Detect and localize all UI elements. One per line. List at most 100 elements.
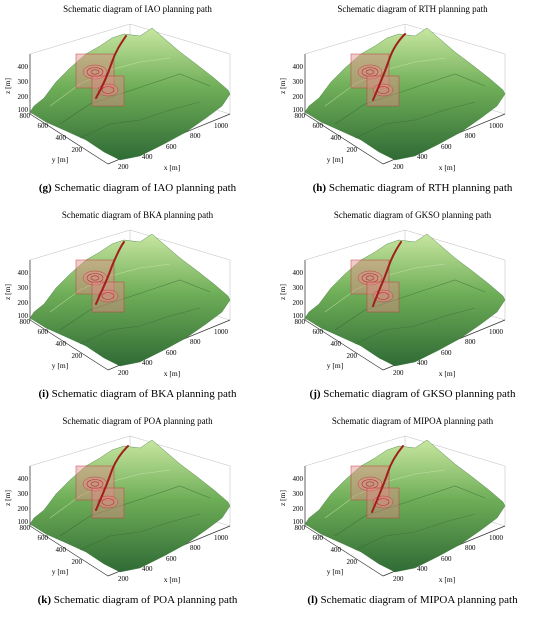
y-tick-label: 200 xyxy=(347,352,358,360)
z-tick-label: 100 xyxy=(293,106,304,114)
y-axis-label: y [m] xyxy=(52,361,68,370)
z-tick-label: 300 xyxy=(293,284,304,292)
z-axis-label: z [m] xyxy=(3,490,12,506)
x-tick-label: 400 xyxy=(142,565,153,573)
threat-zone-ring xyxy=(86,67,104,77)
z-tick-label: 100 xyxy=(18,106,29,114)
y-axis-line xyxy=(304,113,384,165)
planning-path xyxy=(95,35,127,99)
threat-zone-cylinder xyxy=(350,465,390,501)
planning-path xyxy=(371,445,404,513)
z-axis-label: z [m] xyxy=(3,78,12,94)
plot-title: Schematic diagram of GKSO planning path xyxy=(333,210,492,220)
y-axis-label: y [m] xyxy=(52,155,68,164)
caption-letter: (k) xyxy=(37,594,52,606)
z-tick-label: 400 xyxy=(293,269,304,277)
y-axis-label: y [m] xyxy=(52,567,68,576)
threat-zone-ring xyxy=(86,479,104,489)
x-tick-label: 600 xyxy=(441,555,452,563)
panel-iao: Schematic diagram of IAO planning path 1… xyxy=(0,0,275,206)
panel-mipoa: Schematic diagram of MIPOA planning path… xyxy=(275,412,550,618)
x-tick-label: 1000 xyxy=(214,534,229,542)
x-tick-label: 200 xyxy=(118,575,129,583)
planning-path xyxy=(95,445,129,511)
z-tick-label: 300 xyxy=(18,284,29,292)
terrain-ridge xyxy=(59,73,211,125)
x-tick-label: 600 xyxy=(441,349,452,357)
plot-title: Schematic diagram of RTH planning path xyxy=(337,4,488,14)
terrain-surface xyxy=(29,233,231,367)
y-tick-label: 400 xyxy=(331,546,342,554)
caption: (h) Schematic diagram of RTH planning pa… xyxy=(275,182,550,194)
x-axis-label: x [m] xyxy=(164,575,180,584)
x-tick-label: 1000 xyxy=(214,328,229,336)
terrain-ridge xyxy=(354,307,476,345)
caption-letter: (l) xyxy=(307,594,318,606)
x-tick-label: 800 xyxy=(190,338,201,346)
y-tick-label: 800 xyxy=(295,318,306,326)
threat-zone xyxy=(357,64,383,80)
x-tick-label: 200 xyxy=(118,163,129,171)
terrain-ridge xyxy=(79,307,201,345)
plot-title: Schematic diagram of POA planning path xyxy=(62,416,213,426)
terrain-plot: 100 200 300 400 z [m] 200 400 600 800 y [m] 200 400… xyxy=(278,435,506,584)
x-tick-label: 1000 xyxy=(214,122,229,130)
z-tick-label: 400 xyxy=(18,63,29,71)
terrain-ridge xyxy=(354,101,476,139)
threat-zone-cylinder xyxy=(350,259,390,295)
x-axis-label: x [m] xyxy=(164,369,180,378)
panel-poa: Schematic diagram of POA planning path 1… xyxy=(0,412,275,618)
z-tick-label: 100 xyxy=(293,518,304,526)
terrain-surface xyxy=(29,439,231,573)
y-tick-label: 400 xyxy=(331,340,342,348)
terrain-surface xyxy=(29,27,231,161)
terrain-ridge xyxy=(334,485,486,537)
plot-title: Schematic diagram of IAO planning path xyxy=(63,4,212,14)
x-axis-label: x [m] xyxy=(164,163,180,172)
z-tick-label: 300 xyxy=(293,490,304,498)
terrain-surface xyxy=(304,439,506,573)
y-tick-label: 600 xyxy=(313,328,324,336)
x-tick-label: 800 xyxy=(190,132,201,140)
threat-zone xyxy=(82,64,108,80)
y-tick-label: 600 xyxy=(38,122,49,130)
terrain-plot: 100 200 300 400 z [m] 200 400 600 800 y [m] 200 400… xyxy=(3,23,231,172)
z-tick-label: 400 xyxy=(293,475,304,483)
z-tick-label: 300 xyxy=(18,78,29,86)
z-axis-label: z [m] xyxy=(278,284,287,300)
caption: (g) Schematic diagram of IAO planning pa… xyxy=(0,182,275,194)
x-tick-label: 1000 xyxy=(489,534,504,542)
x-tick-label: 400 xyxy=(142,359,153,367)
y-tick-label: 200 xyxy=(72,558,83,566)
z-tick-label: 200 xyxy=(293,299,304,307)
terrain-highlight xyxy=(49,469,171,519)
z-tick-label: 200 xyxy=(18,299,29,307)
caption-text: Schematic diagram of POA planning path xyxy=(51,594,238,606)
x-tick-label: 1000 xyxy=(489,328,504,336)
threat-zone-cylinder xyxy=(91,281,125,313)
z-tick-label: 200 xyxy=(18,505,29,513)
threat-zone-ring xyxy=(361,479,379,489)
caption-letter: (i) xyxy=(38,388,49,400)
y-tick-label: 800 xyxy=(295,112,306,120)
x-axis-label: x [m] xyxy=(439,575,455,584)
threat-zone-cylinder xyxy=(91,487,125,519)
z-tick-label: 100 xyxy=(293,312,304,320)
x-tick-label: 800 xyxy=(465,132,476,140)
z-tick-label: 100 xyxy=(18,518,29,526)
caption-letter: (g) xyxy=(38,182,52,194)
y-axis-label: y [m] xyxy=(327,155,343,164)
plot-title: Schematic diagram of MIPOA planning path xyxy=(331,416,494,426)
z-tick-label: 100 xyxy=(18,312,29,320)
y-tick-label: 600 xyxy=(313,122,324,130)
planning-path xyxy=(372,241,402,307)
x-tick-label: 600 xyxy=(166,143,177,151)
threat-zone-ring xyxy=(101,86,115,94)
y-tick-label: 800 xyxy=(20,318,31,326)
y-tick-label: 200 xyxy=(72,352,83,360)
panel-bka: Schematic diagram of BKA planning path 1… xyxy=(0,206,275,412)
z-tick-label: 400 xyxy=(18,475,29,483)
y-tick-label: 200 xyxy=(347,558,358,566)
z-axis-label: z [m] xyxy=(3,284,12,300)
z-axis-label: z [m] xyxy=(278,78,287,94)
